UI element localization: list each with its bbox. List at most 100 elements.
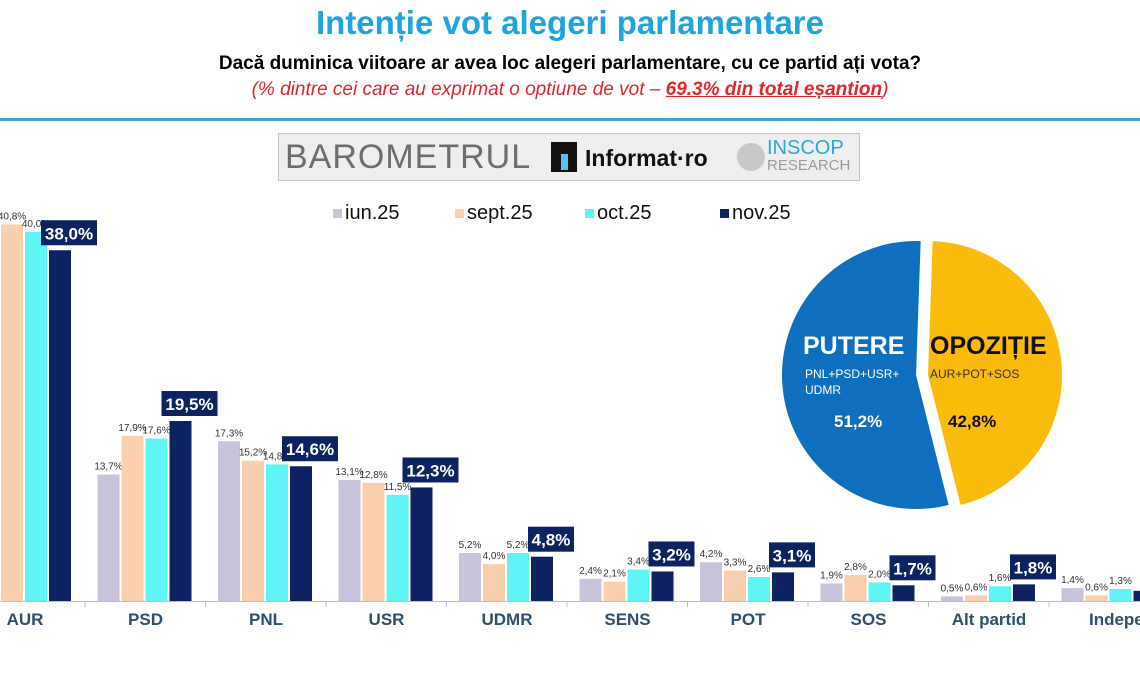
bar-aur-oct-25 [25,231,47,602]
sample-note: (% dintre cei care au exprimat o optiune… [0,79,1140,101]
data-label: 1,8% [1014,558,1053,577]
data-label: 17,3% [215,428,243,439]
data-label: 1,4% [1061,575,1084,586]
chart-legend: iun.25 sept.25 oct.25 nov.25 [0,202,1140,226]
data-label: 0,6% [965,582,988,593]
data-label-box [528,526,574,552]
bar-pnl-oct-25 [266,464,288,601]
bar-independent-oct-25 [1109,589,1132,601]
bar-independent-nov-25 [1133,590,1140,601]
legend-swatch [455,209,464,218]
bar-pot-nov-25 [772,572,794,601]
bar-alt-partid-sept-25 [965,595,987,601]
bar-usr-oct-25 [386,494,409,601]
legend-item-oct-25: oct.25 [585,202,651,225]
bar-psd-oct-25 [145,438,168,601]
data-label-box [769,542,815,568]
legend-label: nov.25 [732,202,791,224]
data-label: 2,8% [844,562,867,573]
data-label: 4,2% [700,549,723,560]
data-label: 17,6% [142,426,170,437]
research-text: RESEARCH [767,157,851,174]
data-label: 2,0% [868,570,891,581]
bar-psd-sept-25 [121,435,144,601]
bar-pnl-iun-25 [218,441,240,601]
data-label-box [402,457,459,483]
data-label-box [41,220,97,246]
data-label: 5,2% [507,540,530,551]
legend-label: oct.25 [597,202,652,224]
category-label: Independent [1088,610,1140,629]
pie-value-opozitie: 42,8% [948,412,997,431]
category-label: AUR [6,610,44,629]
data-label-box [648,541,695,567]
category-label: USR [368,610,405,629]
pie-sublabel-opozitie: AUR+POT+SOS [930,367,1020,381]
note-highlight: 69.3% din total eșantion [665,79,883,100]
bar-sos-nov-25 [892,585,915,601]
legend-item-nov-25: nov.25 [720,202,791,225]
bar-sens-nov-25 [651,571,674,601]
bar-sos-oct-25 [868,582,891,601]
data-label: 13,7% [94,462,122,473]
category-label: UDMR [481,610,533,629]
data-label: 13,1% [335,467,363,478]
data-label: 2,4% [579,566,602,577]
data-label: 38,0% [45,224,93,243]
legend-item-iun-25: iun.25 [333,202,400,225]
category-label: Alt partid [951,610,1027,629]
bar-aur-nov-25 [49,250,71,601]
header-divider [0,118,1140,121]
data-label: 2,1% [603,569,626,580]
bar-udmr-oct-25 [507,553,529,601]
data-label: 4,8% [532,531,571,550]
data-label-box [889,555,936,581]
data-label: 1,7% [893,559,932,578]
category-label: PNL [249,610,283,629]
data-label-box [1010,554,1056,580]
bar-psd-iun-25 [97,474,120,601]
bar-sens-oct-25 [627,569,650,601]
legend-swatch [333,209,342,218]
bar-pot-oct-25 [748,577,770,601]
inscop-logo: INSCOP RESEARCH [767,138,851,175]
bar-usr-sept-25 [362,482,385,601]
bar-psd-nov-25 [169,421,192,601]
data-label: 3,1% [773,546,812,565]
barometer-logo-banner: BAROMETRUL Informat·ro INSCOP RESEARCH [278,133,860,181]
legend-label: sept.25 [467,202,533,224]
category-label: SENS [604,610,651,629]
informat-logo-icon [551,142,577,172]
data-label: 14,6% [286,440,334,459]
bar-independent-iun-25 [1061,588,1084,601]
bar-pnl-nov-25 [290,466,312,601]
legend-swatch [585,209,594,218]
bar-alt-partid-iun-25 [941,596,963,601]
bar-sos-iun-25 [820,583,843,601]
data-label: 1,6% [989,573,1012,584]
data-label: 1,3% [1109,576,1132,587]
data-label: 0,6% [1085,582,1108,593]
data-label: 2,6% [748,564,771,575]
pie-label-putere: PUTERE [803,332,905,360]
bar-udmr-iun-25 [459,553,481,601]
data-label: 12,8% [359,470,387,481]
bar-usr-nov-25 [410,487,433,601]
data-label: 12,3% [406,461,454,480]
data-label: 14,8% [263,451,291,462]
data-label: 15,2% [239,448,267,459]
data-label: 0,5% [941,583,964,594]
data-label: 40,8% [0,211,26,222]
data-label: 40,0% [22,219,50,230]
note-prefix: (% dintre cei care au exprimat o optiune… [251,79,666,100]
barometru-text: BAROMETRUL [285,138,532,176]
bar-alt-partid-nov-25 [1013,584,1035,601]
pie-slice-opozitie [928,241,1062,505]
bar-aur-sept-25 [1,224,23,601]
bar-pnl-sept-25 [242,460,264,601]
survey-question: Dacă duminica viitoare ar avea loc alege… [218,53,922,74]
data-label: 5,2% [459,540,482,551]
data-label: 1,9% [820,570,843,581]
